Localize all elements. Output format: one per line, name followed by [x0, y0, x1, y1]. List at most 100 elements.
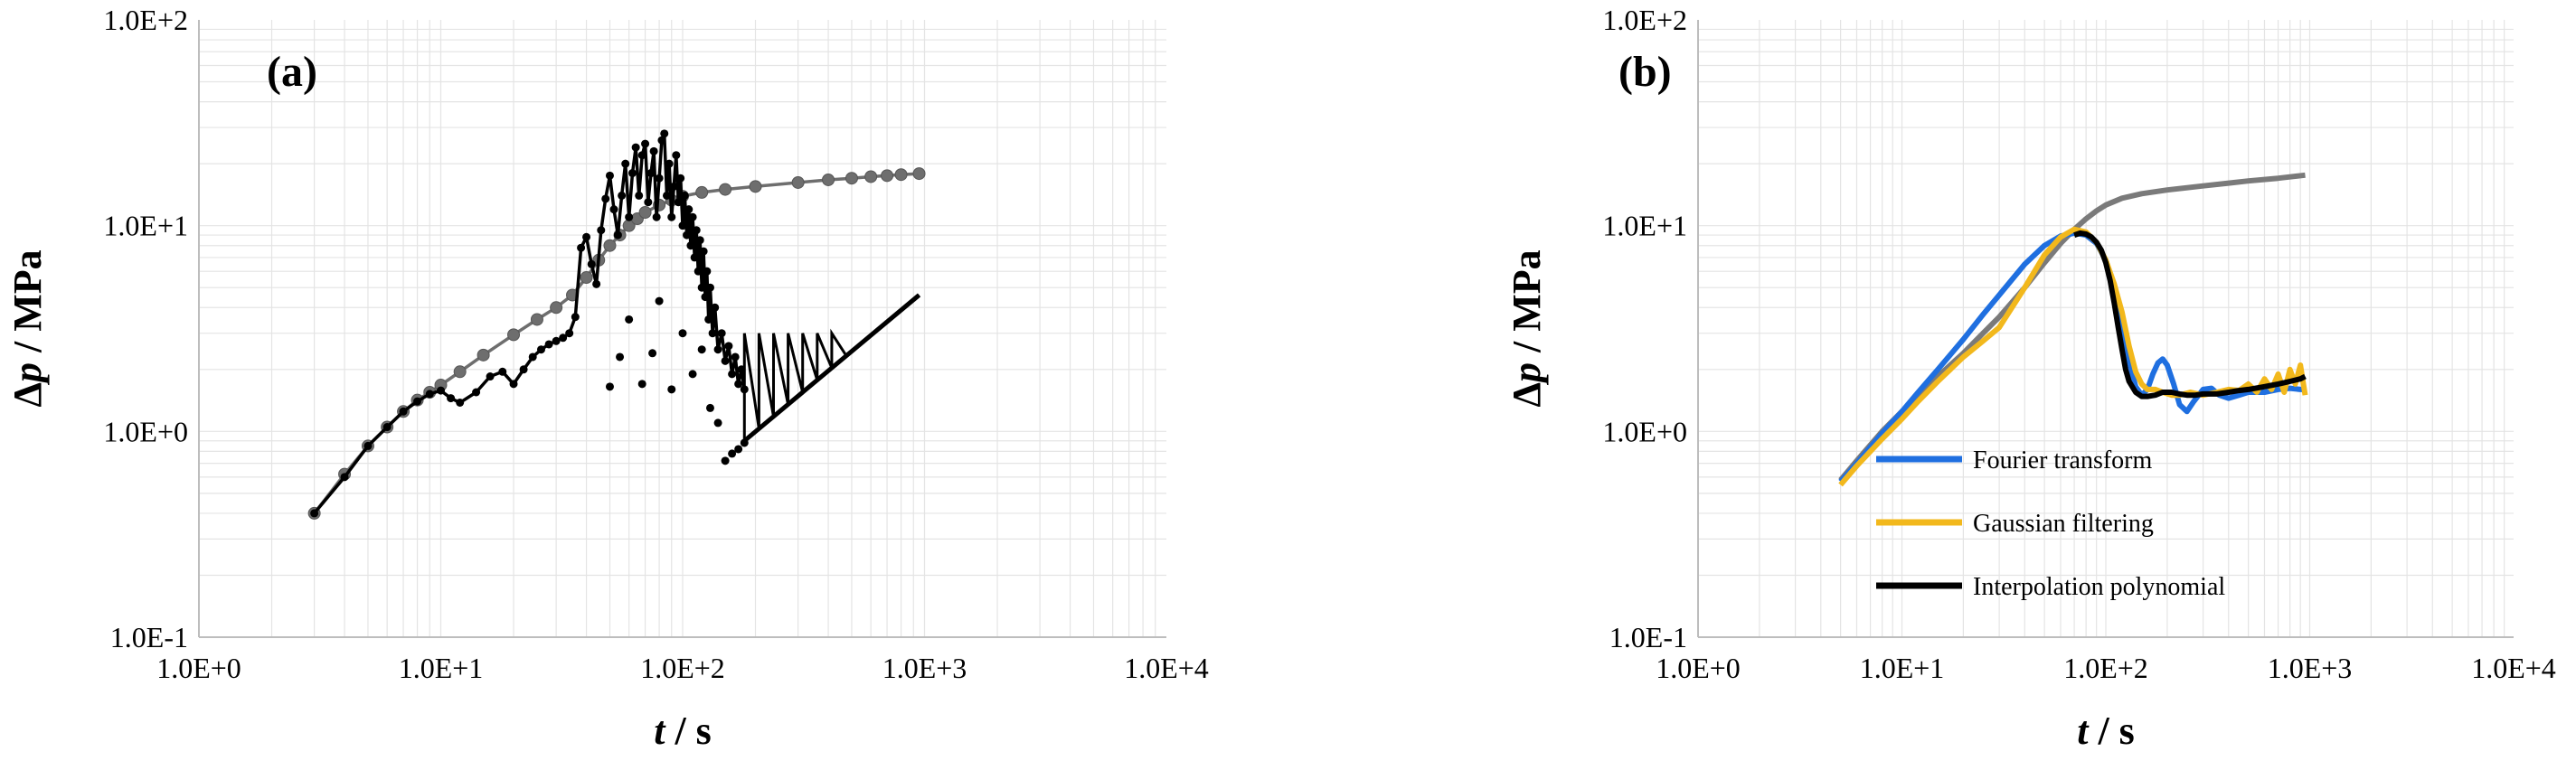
data-point [695, 185, 709, 199]
data-point [894, 168, 908, 182]
data-point [711, 303, 720, 312]
data-point [652, 212, 661, 221]
legend-label: Fourier transform [1973, 446, 2153, 474]
scatter-point [688, 370, 697, 379]
data-point [437, 386, 445, 395]
data-point [701, 293, 710, 302]
data-point [613, 230, 622, 240]
plot-area [307, 129, 926, 520]
legend-label: Gaussian filtering [1973, 510, 2154, 538]
panel-label: (a) [267, 48, 317, 96]
y-axis-label-unit: / MPa [5, 249, 50, 362]
x-axis-label-unit: / s [2088, 709, 2134, 753]
data-point [721, 356, 730, 365]
y-tick-label: 1.0E+2 [1602, 4, 1687, 36]
data-point [537, 345, 546, 354]
x-tick-label: 1.0E+1 [1860, 652, 1945, 684]
scatter-point [648, 349, 657, 358]
data-point [719, 183, 732, 196]
y-tick-label: 1.0E+0 [1602, 415, 1687, 447]
data-point [530, 313, 543, 326]
data-point [528, 352, 537, 362]
data-point [565, 329, 574, 338]
panel-label: (b) [1618, 48, 1672, 96]
data-point [310, 509, 319, 518]
x-axis-label-unit: / s [665, 709, 711, 753]
y-axis-label: Δp / MPa [1505, 249, 1549, 407]
scatter-point [734, 445, 743, 454]
data-point [621, 159, 630, 168]
y-tick-label: 1.0E-1 [110, 621, 188, 653]
y-axis-label-prefix: Δ [5, 382, 50, 408]
data-point [684, 205, 694, 214]
data-point [692, 226, 701, 235]
data-point [740, 385, 749, 394]
data-point [705, 283, 714, 292]
plot-area [1838, 172, 2308, 487]
data-point [708, 329, 717, 338]
scatter-point [667, 385, 676, 394]
data-point [881, 169, 894, 183]
data-point [724, 342, 733, 351]
data-point [791, 175, 805, 189]
x-tick-label: 1.0E+0 [1656, 652, 1741, 684]
data-point [519, 365, 528, 374]
scatter-point [728, 449, 737, 458]
data-point [571, 313, 580, 322]
data-point [605, 171, 614, 180]
data-point [625, 212, 634, 221]
scatter-point [655, 296, 664, 305]
scatter-point [740, 438, 749, 447]
series-1 [1838, 230, 2306, 484]
series-2 [1838, 226, 2308, 487]
x-tick-label: 1.0E+3 [2268, 652, 2353, 684]
sawtooth-baseline [742, 293, 921, 443]
data-point [686, 241, 695, 250]
scatter-point [721, 456, 730, 465]
y-tick-label: 1.0E+2 [103, 4, 188, 36]
data-point [731, 352, 740, 362]
scatter-series [605, 296, 749, 465]
data-point [641, 139, 650, 148]
x-axis-label-symbol: t [2077, 709, 2090, 753]
data-point [703, 267, 712, 276]
gridlines [1697, 20, 2514, 638]
data-point [672, 151, 681, 160]
data-point [713, 345, 722, 354]
data-point [655, 174, 664, 183]
data-point [559, 334, 568, 343]
series-line [1838, 172, 2306, 483]
data-point [678, 221, 687, 230]
data-point [382, 423, 392, 432]
data-point [737, 365, 746, 374]
data-point [601, 194, 610, 203]
data-point [669, 182, 678, 191]
data-point [627, 169, 637, 178]
data-point [498, 367, 507, 376]
y-axis-label-symbol: p [1505, 362, 1549, 386]
data-point [660, 129, 669, 138]
data-point [597, 226, 606, 235]
data-point [694, 267, 703, 276]
y-tick-label: 1.0E+1 [1602, 210, 1687, 242]
data-point [704, 315, 713, 324]
data-point [688, 212, 697, 221]
x-axis-label: t / s [2077, 709, 2135, 753]
data-point [699, 247, 708, 256]
scatter-point [616, 352, 625, 362]
legend: Fourier transform Gaussian filtering Inter… [1876, 446, 2225, 601]
x-axis-label-symbol: t [654, 709, 666, 753]
data-point [845, 172, 858, 185]
x-tick-label: 1.0E+4 [2471, 652, 2556, 684]
series-line [2073, 230, 2307, 399]
scatter-point [697, 345, 706, 354]
data-point [665, 159, 674, 168]
data-point [507, 328, 521, 342]
data-point [609, 205, 618, 214]
data-point [864, 170, 878, 183]
data-point [509, 380, 518, 389]
data-point [638, 205, 652, 219]
data-point [577, 243, 586, 252]
data-point [399, 407, 408, 416]
